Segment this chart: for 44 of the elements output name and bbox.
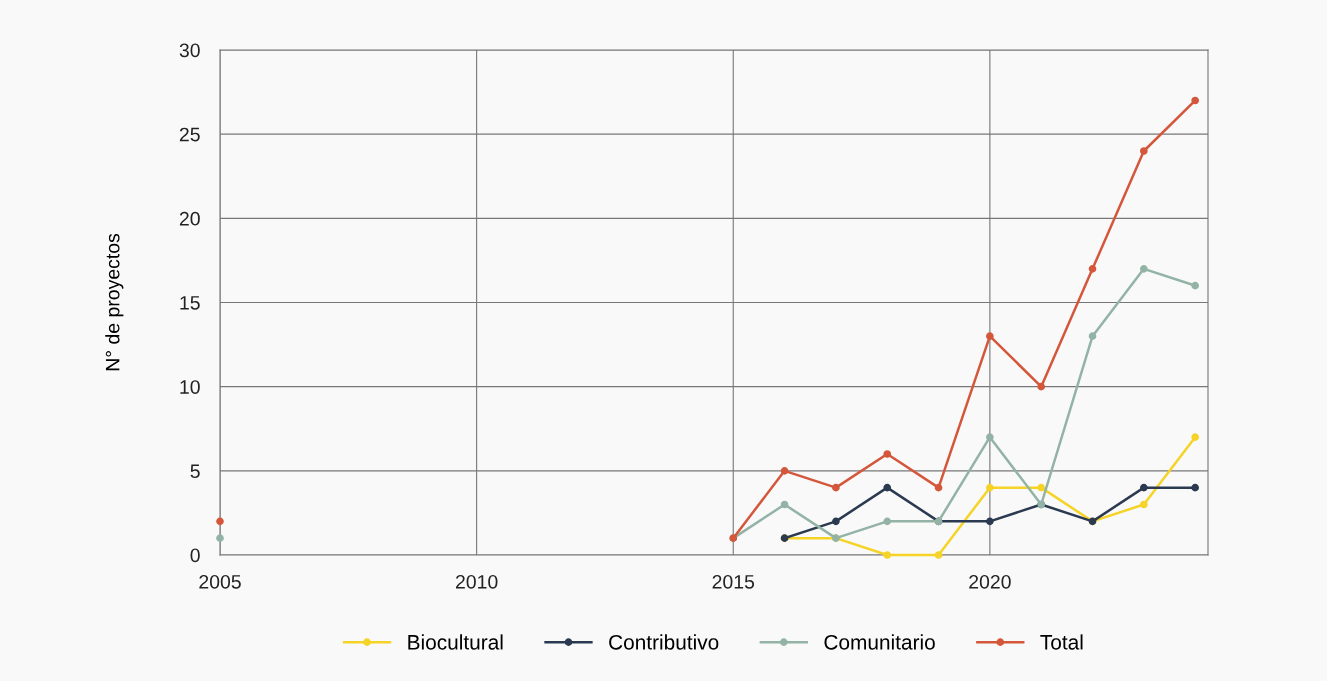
point: [934, 483, 943, 492]
point: [1088, 265, 1097, 273]
point: [1088, 332, 1097, 340]
point: [883, 483, 892, 492]
point: [1191, 96, 1199, 105]
point: [1037, 483, 1046, 492]
x-tick-label: 2010: [455, 574, 498, 589]
y-tick-label: 10: [180, 380, 200, 394]
point: [986, 517, 994, 526]
point: [986, 332, 994, 340]
point: [1140, 483, 1148, 492]
point: [780, 500, 789, 509]
point: [1191, 483, 1199, 492]
point: [986, 483, 994, 492]
point: [883, 517, 892, 526]
x-tick-label: 2015: [712, 574, 755, 589]
y-tick-label: 20: [179, 211, 200, 226]
point: [780, 467, 789, 475]
point: [216, 534, 224, 542]
x-tick-label: 2005: [199, 574, 241, 589]
y-tick-label: 30: [179, 43, 200, 58]
point: [1191, 433, 1199, 441]
y-tick-label: 25: [179, 127, 200, 142]
point: [934, 551, 943, 559]
legend-label: Biocultural: [408, 634, 503, 650]
point: [832, 483, 840, 492]
point: [883, 551, 892, 559]
y-tick-label: 5: [190, 464, 200, 479]
legend-label: Total: [1040, 634, 1083, 650]
y-tick-label: 0: [190, 548, 200, 563]
point: [1140, 500, 1148, 509]
x-tick-label: 2020: [969, 574, 1011, 589]
point: [1191, 281, 1199, 290]
point: [986, 433, 994, 441]
point: [1140, 147, 1148, 155]
point: [832, 517, 840, 526]
y-tick-label: 15: [180, 296, 200, 310]
point: [883, 450, 892, 458]
legend-label: Comunitario: [824, 634, 935, 650]
point: [1037, 382, 1046, 391]
y-axis-title: N° de proyectos: [105, 233, 124, 371]
legend-label: Contributivo: [609, 634, 719, 650]
point: [216, 517, 224, 526]
point: [1140, 265, 1148, 273]
